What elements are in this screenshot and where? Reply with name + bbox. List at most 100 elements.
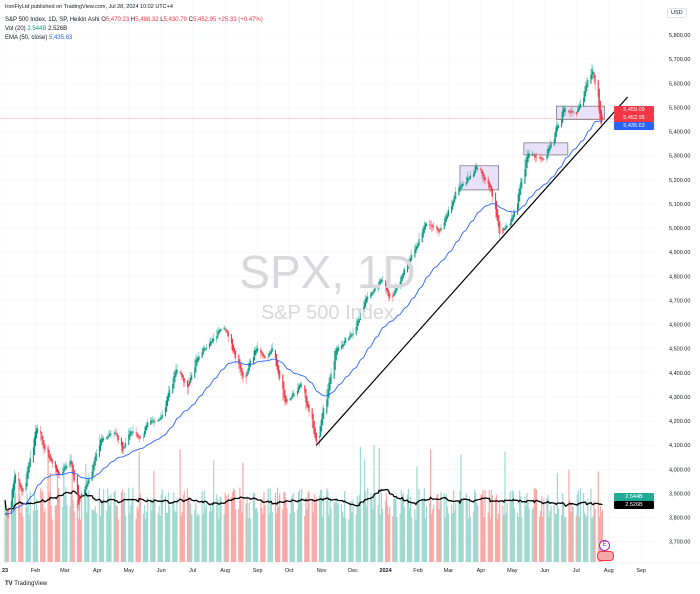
candle-body — [509, 223, 511, 227]
candle-body — [553, 139, 555, 146]
volume-bar — [476, 502, 478, 562]
candle-body — [465, 182, 467, 185]
candle-body — [158, 419, 160, 421]
candle-body — [132, 431, 134, 434]
candle-body — [194, 367, 196, 378]
symbol-legend[interactable]: S&P 500 Index, 1D, SP, Heikin Ashi O5,47… — [5, 17, 263, 23]
volume-bar — [370, 493, 372, 562]
candle-body — [65, 465, 67, 469]
volume-bar — [142, 513, 145, 562]
candle-body — [252, 357, 255, 364]
candle-body — [476, 166, 478, 170]
volume-bar — [282, 509, 284, 562]
candle-body — [255, 350, 257, 356]
volume-bar — [395, 499, 397, 562]
candle-body — [370, 293, 372, 299]
volume-bar — [220, 497, 222, 562]
volume-bar — [458, 501, 460, 562]
time-tick-label: Feb — [413, 568, 422, 574]
candle-body — [212, 338, 214, 343]
candle-body — [550, 143, 552, 149]
candle-body — [308, 404, 310, 413]
candle-body — [452, 201, 454, 210]
candle-body — [417, 243, 419, 248]
volume-bar — [416, 466, 418, 562]
symbol-info: S&P 500 Index, 1D, SP, Heikin Ashi — [5, 17, 100, 23]
price-tick-label: 5,100.00 — [669, 202, 690, 208]
watermark-symbol: SPX, 1D — [239, 246, 416, 298]
volume-bar — [554, 514, 556, 562]
candle-body — [95, 453, 97, 462]
candle-body — [152, 420, 154, 422]
volume-bar — [445, 494, 447, 562]
candle-body — [78, 494, 81, 502]
volume-bar — [128, 487, 130, 562]
price-tick-label: 4,900.00 — [669, 250, 690, 256]
candle-body — [488, 181, 490, 188]
candle-body — [562, 110, 564, 124]
candle-body — [381, 280, 383, 281]
candle-body — [418, 238, 420, 246]
candle-body — [525, 159, 527, 177]
candle-body — [289, 398, 291, 401]
candle-body — [234, 348, 236, 354]
volume-bar — [553, 503, 555, 562]
volume-bar — [246, 496, 248, 562]
volume-bar — [249, 518, 251, 562]
volume-bar — [167, 492, 170, 562]
open-label: O — [101, 17, 106, 23]
volume-bar — [270, 503, 272, 562]
volume-bar — [65, 487, 67, 562]
ema-label: EMA (50, close) — [5, 35, 48, 41]
volume-bar — [6, 510, 8, 562]
candle-body — [28, 462, 30, 473]
volume-bar — [274, 492, 277, 562]
candle-body — [188, 381, 191, 386]
candle-body — [350, 333, 352, 338]
candle-body — [374, 287, 376, 292]
volume-legend[interactable]: Vol (20) 2.544B 2.526B — [5, 26, 67, 32]
candle-body — [533, 154, 535, 157]
currency-label[interactable]: USD — [667, 8, 687, 18]
candle-body — [586, 83, 588, 92]
candle-body — [467, 178, 469, 181]
volume-bar — [181, 511, 183, 562]
volume-bar — [373, 444, 375, 562]
economic-event-flag-icon[interactable] — [597, 551, 614, 561]
candle-body — [11, 488, 13, 508]
volume-bar — [276, 487, 279, 562]
candle-body — [356, 321, 358, 331]
volume-bar — [587, 498, 589, 562]
candle-body — [561, 119, 563, 127]
volume-bar — [271, 511, 273, 562]
candle-body — [349, 335, 351, 339]
low-label: L — [160, 17, 164, 23]
candle-body — [386, 283, 388, 291]
volume-bar — [344, 491, 346, 562]
candle-body — [498, 215, 500, 228]
volume-bar — [256, 507, 258, 562]
candle-body — [542, 158, 544, 160]
candle-body — [196, 358, 198, 367]
candle-body — [601, 116, 604, 119]
volume-bar — [226, 501, 228, 562]
time-tick-label: Jun — [540, 568, 549, 574]
ema-price-label: 5,435.63 — [614, 122, 654, 130]
volume-bar — [20, 512, 22, 562]
candle-body — [182, 375, 184, 381]
time-tick-label: 2024 — [379, 568, 392, 574]
volume-bar — [217, 499, 219, 562]
volume-bar — [343, 517, 345, 562]
volume-bar — [72, 500, 74, 562]
candle-body — [319, 426, 322, 437]
earnings-event-icon[interactable]: E — [599, 540, 610, 551]
volume-bar — [188, 498, 191, 562]
candle-body — [481, 169, 483, 174]
volume-bar — [239, 487, 241, 562]
candle-body — [314, 427, 316, 438]
price-tick-label: 4,400.00 — [669, 371, 690, 377]
ema-legend[interactable]: EMA (50, close) 5,435.63 — [5, 35, 72, 41]
candle-body — [364, 302, 366, 312]
candle-body — [270, 349, 272, 354]
